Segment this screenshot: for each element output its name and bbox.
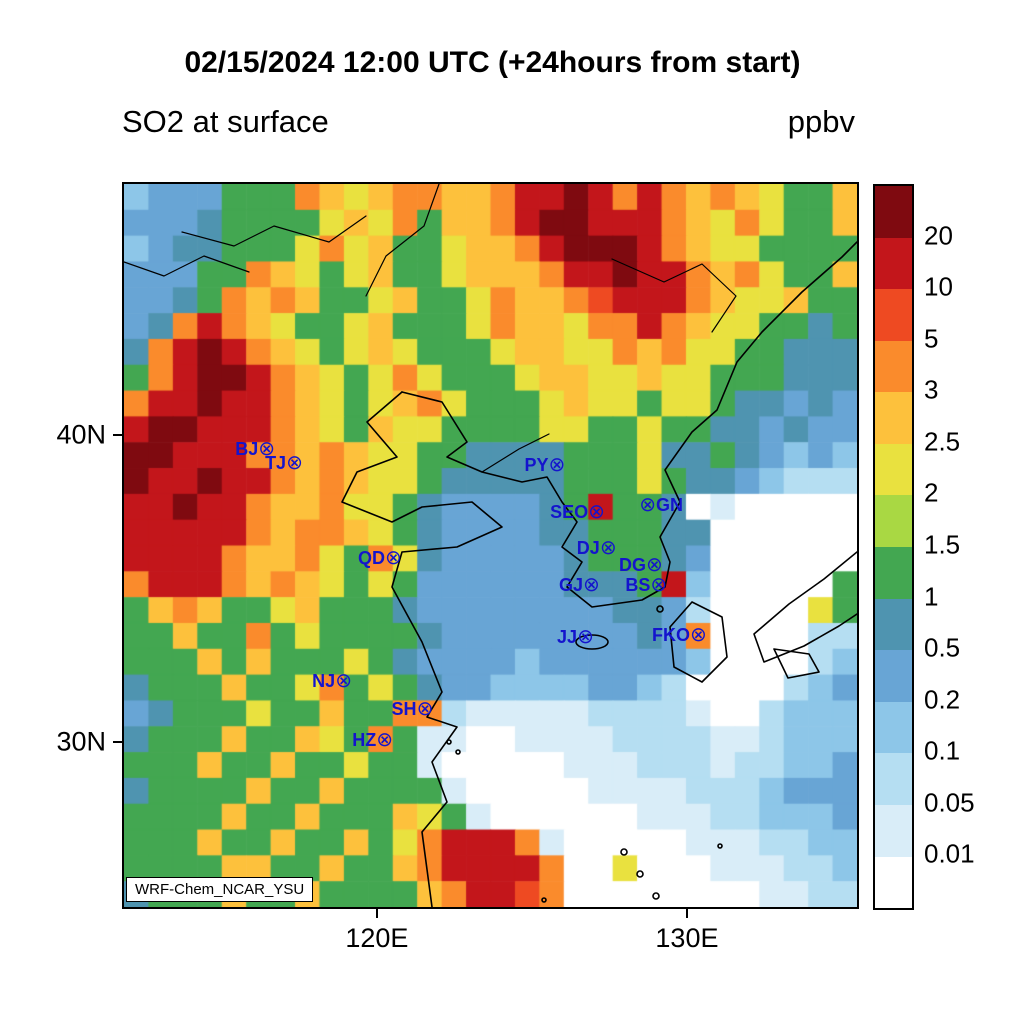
colorbar-segment (875, 186, 912, 238)
colorbar-segment (875, 443, 912, 496)
colorbar-label: 2 (924, 477, 939, 508)
colorbar-segment (875, 753, 912, 805)
colorbar-segment (875, 495, 912, 548)
colorbar-labels: 20 10 5 3 2.5 2 1.5 1 0.5 0.2 0.1 0.05 0.01 (924, 184, 1014, 906)
circle-cross-icon: ⊗ (416, 697, 434, 720)
colorbar-label: 2.5 (924, 426, 961, 457)
city-marker-dj: DJ ⊗ (577, 538, 617, 558)
circle-cross-icon: ⊗ (599, 536, 617, 559)
city-label: SH (391, 698, 417, 719)
city-marker-py: PY ⊗ (524, 455, 565, 475)
colorbar-label: 3 (924, 374, 939, 405)
lat-tick (113, 433, 122, 436)
city-marker-sh: SH ⊗ (392, 699, 434, 719)
lat-tick-label: 30N (56, 726, 106, 757)
city-marker-bs: BS ⊗ (625, 575, 667, 595)
colorbar-label: 20 (924, 220, 953, 251)
city-label: DG (618, 555, 646, 576)
city-marker-qd: QD ⊗ (358, 548, 402, 568)
city-label: JJ (557, 626, 578, 647)
variable-label: SO2 at surface (122, 104, 329, 139)
colorbar-label: 0.5 (924, 632, 961, 663)
circle-cross-icon: ⊗ (650, 573, 668, 596)
circle-cross-icon: ⊗ (286, 452, 303, 475)
circle-cross-icon: ⊗ (645, 554, 663, 577)
circle-cross-icon: ⊗ (548, 454, 566, 477)
city-marker-jj: JJ ⊗ (557, 627, 594, 647)
colorbar-label: 0.05 (924, 787, 975, 818)
city-markers: BJ ⊗ TJ ⊗ PY ⊗ SEO ⊗ ⊗ GN DJ ⊗ DG ⊗ QD ⊗ GJ ⊗ BS ⊗ JJ ⊗ FKO ⊗ NJ… (124, 184, 857, 907)
city-marker-gn: ⊗ GN (639, 495, 683, 515)
circle-cross-icon: ⊗ (588, 501, 605, 524)
lat-tick (113, 741, 122, 744)
map-plot: BJ ⊗ TJ ⊗ PY ⊗ SEO ⊗ ⊗ GN DJ ⊗ DG ⊗ QD ⊗ GJ ⊗ BS ⊗ JJ ⊗ FKO ⊗ NJ… (56, 182, 859, 953)
colorbar (873, 184, 914, 910)
lon-tick-label: 130E (655, 923, 719, 953)
city-marker-bj: BJ ⊗ (235, 439, 275, 459)
circle-cross-icon: ⊗ (385, 546, 402, 569)
colorbar-label: 0.1 (924, 735, 961, 766)
lat-tick-label: 40N (56, 419, 106, 450)
city-marker-nj: NJ ⊗ (312, 671, 352, 691)
watermark-label: WRF-Chem_NCAR_YSU (126, 877, 314, 902)
city-label: DJ (576, 537, 600, 558)
colorbar-label: 0.01 (924, 838, 975, 869)
city-label: TJ (265, 453, 287, 474)
city-marker-dg: DG ⊗ (619, 555, 663, 575)
colorbar-segment (875, 340, 912, 393)
city-marker-gj: GJ ⊗ (559, 575, 600, 595)
colorbar-segment (875, 650, 912, 702)
colorbar-segment (875, 856, 912, 909)
circle-cross-icon: ⊗ (639, 494, 657, 516)
colorbar-segment (875, 804, 912, 857)
city-label: HZ (352, 729, 377, 750)
colorbar-label: 5 (924, 323, 939, 354)
city-marker-hz: HZ ⊗ (352, 730, 393, 750)
colorbar-label: 1.5 (924, 529, 961, 560)
city-label: QD (358, 547, 386, 568)
lon-tick-label: 120E (345, 923, 409, 953)
lat-axis: 40N 30N (56, 184, 857, 907)
colorbar-label: 1 (924, 581, 939, 612)
city-label: BJ (235, 439, 259, 460)
city-label: FKO (651, 625, 690, 646)
subtitle-row: SO2 at surface ppbv (122, 104, 855, 140)
colorbar-label: 0.2 (924, 684, 961, 715)
circle-cross-icon: ⊗ (577, 625, 594, 648)
colorbar-segment (875, 237, 912, 290)
lon-tick (375, 909, 378, 918)
colorbar-segment (875, 547, 912, 599)
circle-cross-icon: ⊗ (335, 669, 352, 692)
colorbar-segment (875, 392, 912, 444)
city-label: PY (524, 455, 549, 476)
circle-cross-icon: ⊗ (582, 573, 600, 596)
lon-tick (685, 909, 688, 918)
page-title: 02/15/2024 12:00 UTC (+24hours from star… (184, 46, 801, 79)
colorbar-segment (875, 701, 912, 754)
lon-axis: 120E 130E (124, 184, 857, 953)
city-label: SEO (550, 502, 589, 523)
circle-cross-icon: ⊗ (258, 438, 275, 461)
colorbar-label: 10 (924, 271, 953, 302)
city-marker-tj: TJ ⊗ (265, 453, 303, 473)
colorbar-segment (875, 598, 912, 651)
circle-cross-icon: ⊗ (376, 728, 394, 751)
circle-cross-icon: ⊗ (689, 624, 707, 647)
city-label: BS (625, 574, 651, 595)
colorbar-segment (875, 289, 912, 341)
city-marker-seo: SEO ⊗ (550, 502, 605, 522)
colorbar-segments (875, 186, 912, 909)
city-label: NJ (312, 670, 336, 691)
city-marker-fko: FKO ⊗ (652, 625, 707, 645)
city-label: GJ (558, 574, 583, 595)
city-label: GN (656, 495, 684, 515)
units-label: ppbv (787, 104, 855, 139)
